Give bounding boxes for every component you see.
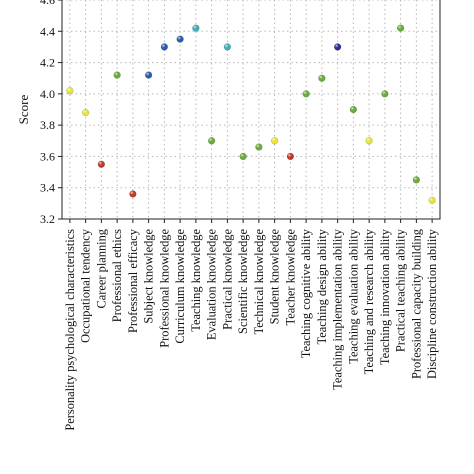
x-category-label: Evaluation knowledge	[205, 228, 219, 340]
x-category-label: Occupational tendency	[79, 228, 93, 343]
data-point	[81, 108, 90, 117]
data-point	[207, 137, 216, 145]
x-category-label: Discipline construction ability	[425, 228, 439, 379]
x-category-label: Personality psychological characteristic…	[63, 229, 77, 431]
data-point	[412, 176, 421, 184]
grid	[62, 0, 440, 220]
x-category-label: Subject knowledge	[142, 229, 156, 324]
x-category-label: Teaching design ability	[315, 228, 329, 344]
x-category-label: Teaching implementation ability	[331, 228, 345, 390]
data-point-highlight	[145, 71, 153, 79]
data-point-highlight	[129, 190, 137, 198]
x-category-label: Technical knowledge	[252, 229, 266, 335]
data-point-highlight	[349, 106, 357, 113]
data-points	[66, 24, 436, 204]
y-tick-label: 4.6	[40, 0, 55, 7]
data-point	[192, 24, 200, 32]
y-tick-label: 4.0	[40, 87, 55, 101]
x-category-label: Professional capacity building	[409, 229, 423, 379]
data-point-highlight	[239, 153, 247, 160]
data-point-highlight	[82, 109, 90, 117]
x-category-label: Curriculum knowledge	[173, 229, 187, 344]
x-category-label: Professional efficacy	[126, 228, 140, 333]
data-point	[129, 190, 137, 198]
data-point-highlight	[271, 137, 279, 145]
data-point	[428, 196, 436, 204]
data-point-highlight	[113, 71, 121, 79]
x-axis-ticks	[69, 219, 433, 223]
data-point	[160, 43, 169, 51]
x-category-label: Student knowledge	[268, 229, 282, 325]
data-point-highlight	[97, 160, 105, 168]
data-point	[239, 152, 247, 161]
data-point-highlight	[286, 153, 294, 160]
x-category-label: Teaching innovation ability	[378, 228, 392, 365]
data-point-highlight	[365, 137, 373, 145]
data-point	[66, 87, 74, 95]
data-point	[97, 160, 106, 168]
data-point	[255, 143, 263, 151]
data-point	[396, 24, 405, 32]
y-tick-label: 3.2	[40, 212, 55, 226]
data-point	[286, 152, 295, 161]
y-axis-ticks: 3.2 3.4 3.6 3.8 4.0 4.2 4.4 4.6	[40, 0, 62, 226]
data-point	[318, 74, 326, 82]
x-category-label: Professional ethics	[110, 229, 124, 322]
data-point-highlight	[412, 176, 420, 184]
data-point-highlight	[381, 90, 389, 98]
x-category-label: Teaching and research ability	[362, 228, 376, 374]
x-category-label: Teaching cognitive ability	[299, 228, 313, 358]
y-tick-label: 3.4	[40, 181, 55, 195]
y-tick-label: 3.8	[40, 118, 55, 132]
x-category-label: Teaching evaluation ability	[346, 228, 360, 363]
data-point-highlight	[255, 143, 263, 151]
data-point-highlight	[334, 43, 342, 51]
data-point-highlight	[208, 137, 216, 145]
x-category-label: Teacher knowledge	[283, 229, 297, 326]
data-point	[270, 137, 279, 145]
data-point	[144, 71, 153, 79]
x-category-label: Practical knowledge	[220, 229, 234, 330]
data-point-highlight	[192, 24, 200, 32]
category-labels: Personality psychological characteristic…	[63, 228, 439, 430]
data-point	[349, 105, 358, 114]
x-category-label: Scientific knowledge	[236, 229, 250, 334]
data-point-highlight	[318, 74, 326, 82]
y-axis-title: Score	[16, 94, 31, 124]
data-point-highlight	[176, 35, 184, 43]
x-category-label: Practical teaching ability	[394, 228, 408, 352]
y-tick-label: 4.4	[40, 24, 55, 38]
data-point-highlight	[397, 24, 405, 32]
x-category-label: Professional knowledge	[157, 229, 171, 348]
data-point-highlight	[160, 43, 168, 51]
data-point	[381, 90, 389, 98]
y-tick-label: 3.6	[40, 149, 55, 163]
data-point-highlight	[302, 90, 310, 98]
data-point	[302, 90, 310, 98]
x-category-label: Career planning	[94, 229, 108, 308]
x-category-label: Teaching knowledge	[189, 229, 203, 332]
data-point-highlight	[66, 87, 74, 95]
data-point	[113, 71, 121, 79]
data-point	[176, 35, 184, 43]
data-point	[223, 43, 232, 51]
data-point	[333, 43, 342, 51]
plot-area-frame	[61, 0, 441, 220]
data-point	[365, 137, 373, 145]
y-tick-label: 4.2	[40, 56, 55, 70]
data-point-highlight	[428, 196, 436, 204]
data-point-highlight	[223, 43, 231, 51]
